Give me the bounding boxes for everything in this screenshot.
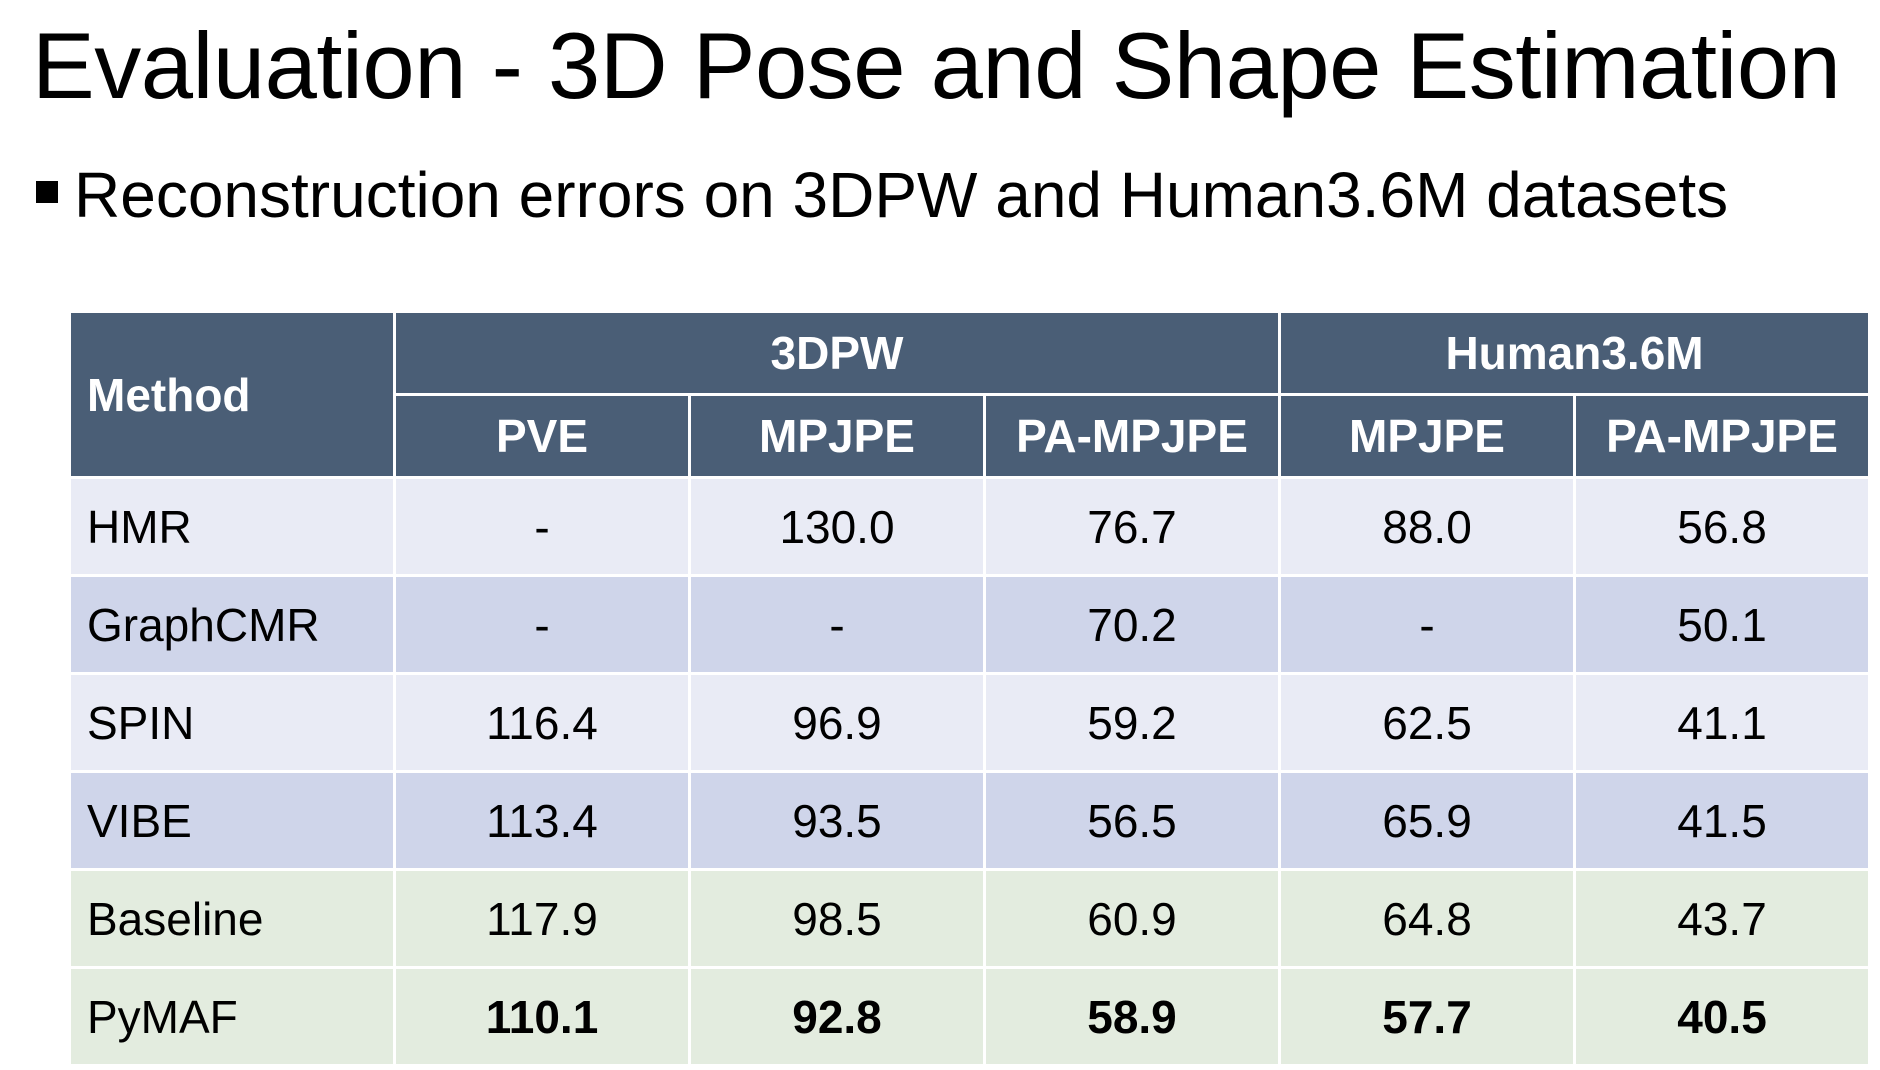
value-cell: 96.9 — [688, 672, 986, 773]
table-row: VIBE 113.4 93.5 56.5 65.9 41.5 — [68, 770, 1872, 871]
value-cell: 57.7 — [1278, 966, 1577, 1067]
column-header: PA-MPJPE — [1573, 393, 1872, 479]
value-cell: 65.9 — [1278, 770, 1577, 871]
column-header: PA-MPJPE — [982, 393, 1282, 479]
square-bullet-icon — [36, 181, 58, 204]
slide-title: Evaluation - 3D Pose and Shape Estimatio… — [32, 13, 1841, 118]
method-cell: PyMAF — [68, 966, 396, 1067]
table-row: SPIN 116.4 96.9 59.2 62.5 41.1 — [68, 672, 1872, 773]
method-cell: SPIN — [68, 672, 396, 773]
value-cell: - — [393, 574, 691, 675]
table-column-header-row: PVE MPJPE PA-MPJPE MPJPE PA-MPJPE — [70, 393, 1872, 479]
method-cell: VIBE — [68, 770, 396, 871]
value-cell: 62.5 — [1278, 672, 1577, 773]
bullet-point: Reconstruction errors on 3DPW and Human3… — [36, 160, 1728, 230]
value-cell: 70.2 — [982, 574, 1282, 675]
method-cell: HMR — [68, 476, 396, 577]
value-cell: 60.9 — [982, 868, 1282, 969]
value-cell: 98.5 — [688, 868, 986, 969]
group-header-3dpw: 3DPW — [392, 310, 1282, 396]
group-header-human36m: Human3.6M — [1278, 310, 1872, 396]
table-row: GraphCMR - - 70.2 - 50.1 — [68, 574, 1872, 675]
value-cell: 56.8 — [1573, 476, 1872, 577]
value-cell: - — [688, 574, 986, 675]
value-cell: 88.0 — [1278, 476, 1577, 577]
column-header: MPJPE — [688, 393, 986, 479]
column-header: MPJPE — [1278, 393, 1577, 479]
bullet-text: Reconstruction errors on 3DPW and Human3… — [74, 159, 1729, 231]
value-cell: 92.8 — [688, 966, 986, 1067]
table-row: Baseline 117.9 98.5 60.9 64.8 43.7 — [68, 868, 1872, 969]
method-column-header: Method — [68, 310, 396, 479]
value-cell: 93.5 — [688, 770, 986, 871]
value-cell: 41.1 — [1573, 672, 1872, 773]
method-cell: GraphCMR — [68, 574, 396, 675]
value-cell: 110.1 — [393, 966, 691, 1067]
value-cell: 59.2 — [982, 672, 1282, 773]
value-cell: 113.4 — [393, 770, 691, 871]
value-cell: 117.9 — [393, 868, 691, 969]
method-cell: Baseline — [68, 868, 396, 969]
results-table: Method 3DPW Human3.6M PVE MPJPE PA-MPJPE… — [68, 310, 1872, 1067]
value-cell: 58.9 — [982, 966, 1282, 1067]
value-cell: 64.8 — [1278, 868, 1577, 969]
table-row: HMR - 130.0 76.7 88.0 56.8 — [68, 476, 1872, 577]
value-cell: 41.5 — [1573, 770, 1872, 871]
column-header: PVE — [393, 393, 691, 479]
value-cell: 40.5 — [1573, 966, 1872, 1067]
value-cell: 116.4 — [393, 672, 691, 773]
value-cell: - — [393, 476, 691, 577]
value-cell: 56.5 — [982, 770, 1282, 871]
value-cell: 43.7 — [1573, 868, 1872, 969]
value-cell: 76.7 — [982, 476, 1282, 577]
table-group-header-row: Method 3DPW Human3.6M — [68, 310, 1872, 479]
value-cell: - — [1278, 574, 1577, 675]
value-cell: 130.0 — [688, 476, 986, 577]
table-row: PyMAF 110.1 92.8 58.9 57.7 40.5 — [68, 966, 1872, 1067]
value-cell: 50.1 — [1573, 574, 1872, 675]
